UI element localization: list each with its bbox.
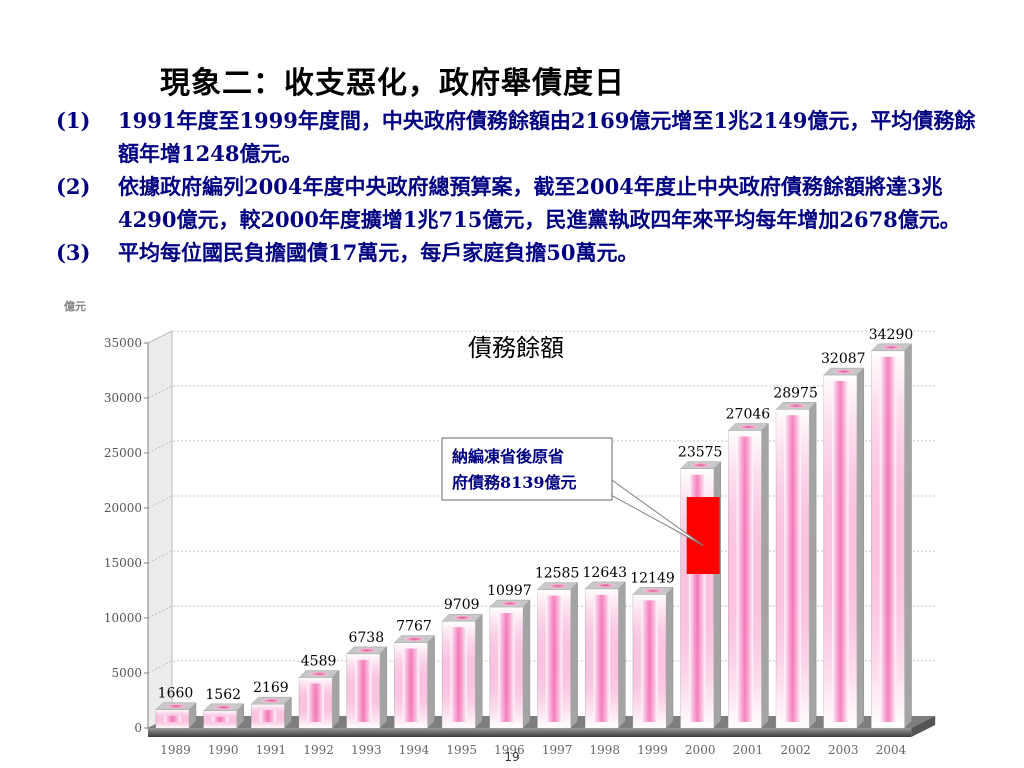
bullet-text: 1991年度至1999年度間，中央政府債務餘額由2169億元增至1兆2149億元… [118, 108, 976, 166]
bar-2002 [775, 401, 817, 729]
bullet-point-1: (1) 1991年度至1999年度間，中央政府債務餘額由2169億元增至1兆21… [56, 104, 986, 170]
x-tick-label: 1993 [351, 743, 382, 757]
gridline [147, 660, 936, 674]
x-tick-label: 1994 [399, 743, 430, 757]
bar-value-label: 32087 [821, 351, 866, 367]
bar-value-label: 12585 [535, 566, 580, 582]
debt-chart: 0 5000 10000 15000 20000 25000 30000 35000 億元債務餘… [0, 290, 1024, 768]
bar-value-label: 4589 [301, 654, 337, 670]
page-number: 19 [504, 750, 520, 764]
bar-value-label: 9709 [444, 597, 480, 613]
x-tick-label: 1991 [256, 743, 287, 757]
bar-value-label: 28975 [773, 385, 818, 401]
gridline [147, 550, 936, 564]
bullet-point-2: (2) 依據政府編列2004年度中央政府總預算案，截至2004年度止中央政府債務… [56, 170, 986, 236]
plot-side-wall [147, 330, 173, 729]
x-tick-label: 2002 [780, 743, 811, 757]
bar-1989 [155, 702, 197, 729]
bar-1998 [584, 581, 626, 729]
chart-title: 債務餘額 [468, 334, 564, 362]
bar-1997 [536, 581, 579, 729]
bullet-list: (1) 1991年度至1999年度間，中央政府債務餘額由2169億元增至1兆21… [56, 104, 986, 269]
x-tick-label: 2004 [876, 743, 907, 757]
x-tick-label: 1998 [590, 743, 621, 757]
y-tick-label: 5000 [111, 666, 142, 680]
bar-value-label: 34290 [869, 327, 914, 343]
bullet-number: (1) [56, 108, 91, 133]
bar-value-label: 23575 [678, 445, 723, 461]
bar-1996 [489, 599, 531, 729]
x-tick-label: 1999 [637, 743, 668, 757]
plot-floor-side [911, 716, 936, 737]
bar-1990 [203, 703, 245, 729]
gridline [147, 385, 936, 399]
x-tick-label: 2000 [685, 743, 716, 757]
x-tick-label: 1995 [446, 743, 477, 757]
plot-floor-edge [148, 728, 912, 737]
y-tick-label: 20000 [104, 501, 142, 515]
y-tick-label: 25000 [104, 446, 142, 460]
callout-text-line2: 府債務8139億元 [452, 473, 577, 492]
x-tick-label: 2003 [828, 743, 859, 757]
callout-text-line1: 納編凍省後原省 [452, 447, 564, 466]
gridline [147, 495, 936, 509]
bar-2001 [727, 422, 770, 729]
y-tick-label: 10000 [104, 611, 142, 625]
callout-box [441, 437, 613, 501]
bullet-text: 平均每位國民負擔國債17萬元，每戶家庭負擔50萬元。 [118, 240, 639, 265]
x-tick-label: 2001 [733, 743, 764, 757]
x-tick-label: 1992 [303, 743, 334, 757]
bar-2003 [823, 367, 865, 729]
y-tick-label: 30000 [104, 391, 142, 405]
bar-2004 [870, 343, 913, 729]
bar-1999 [632, 586, 674, 729]
slide-title: 現象二：收支惡化，政府舉債度日 [160, 66, 625, 101]
bullet-text: 依據政府編列2004年度中央政府總預算案，截至2004年度止中央政府債務餘額將達… [118, 174, 961, 232]
bar-1995 [441, 613, 483, 729]
bar-value-label: 27046 [726, 406, 771, 422]
bar-value-label: 12643 [583, 565, 628, 581]
y-tick-label: 35000 [104, 336, 142, 350]
x-tick-label: 1989 [160, 743, 191, 757]
bar-value-label: 1562 [205, 687, 241, 703]
bullet-point-3: (3) 平均每位國民負擔國債17萬元，每戶家庭負擔50萬元。 [56, 236, 986, 269]
x-tick-label: 1996 [494, 743, 525, 757]
bar-value-label: 6738 [348, 630, 384, 646]
x-tick-label: 1997 [542, 743, 573, 757]
bar-value-label: 10997 [487, 583, 532, 599]
bar-1993 [346, 646, 388, 729]
chart-canvas: 0 5000 10000 15000 20000 25000 30000 35000 億元債務餘… [64, 299, 936, 757]
bullet-number: (2) [56, 174, 91, 199]
gridline [147, 440, 936, 454]
gridline [147, 330, 936, 344]
gridline [147, 605, 936, 619]
y-tick-label: 0 [134, 721, 142, 735]
bar-value-label: 7767 [396, 619, 432, 635]
highlight-segment-2000 [686, 497, 720, 574]
bar-value-label: 12149 [630, 570, 675, 586]
bar-1994 [393, 634, 436, 729]
bullet-number: (3) [56, 240, 91, 265]
y-axis-unit-label: 億元 [64, 299, 86, 313]
bar-value-label: 2169 [253, 680, 289, 696]
y-tick-label: 15000 [104, 556, 142, 570]
bar-1991 [250, 696, 293, 729]
x-tick-label: 1990 [208, 743, 239, 757]
bar-1992 [298, 669, 340, 729]
bar-value-label: 1660 [158, 686, 194, 702]
